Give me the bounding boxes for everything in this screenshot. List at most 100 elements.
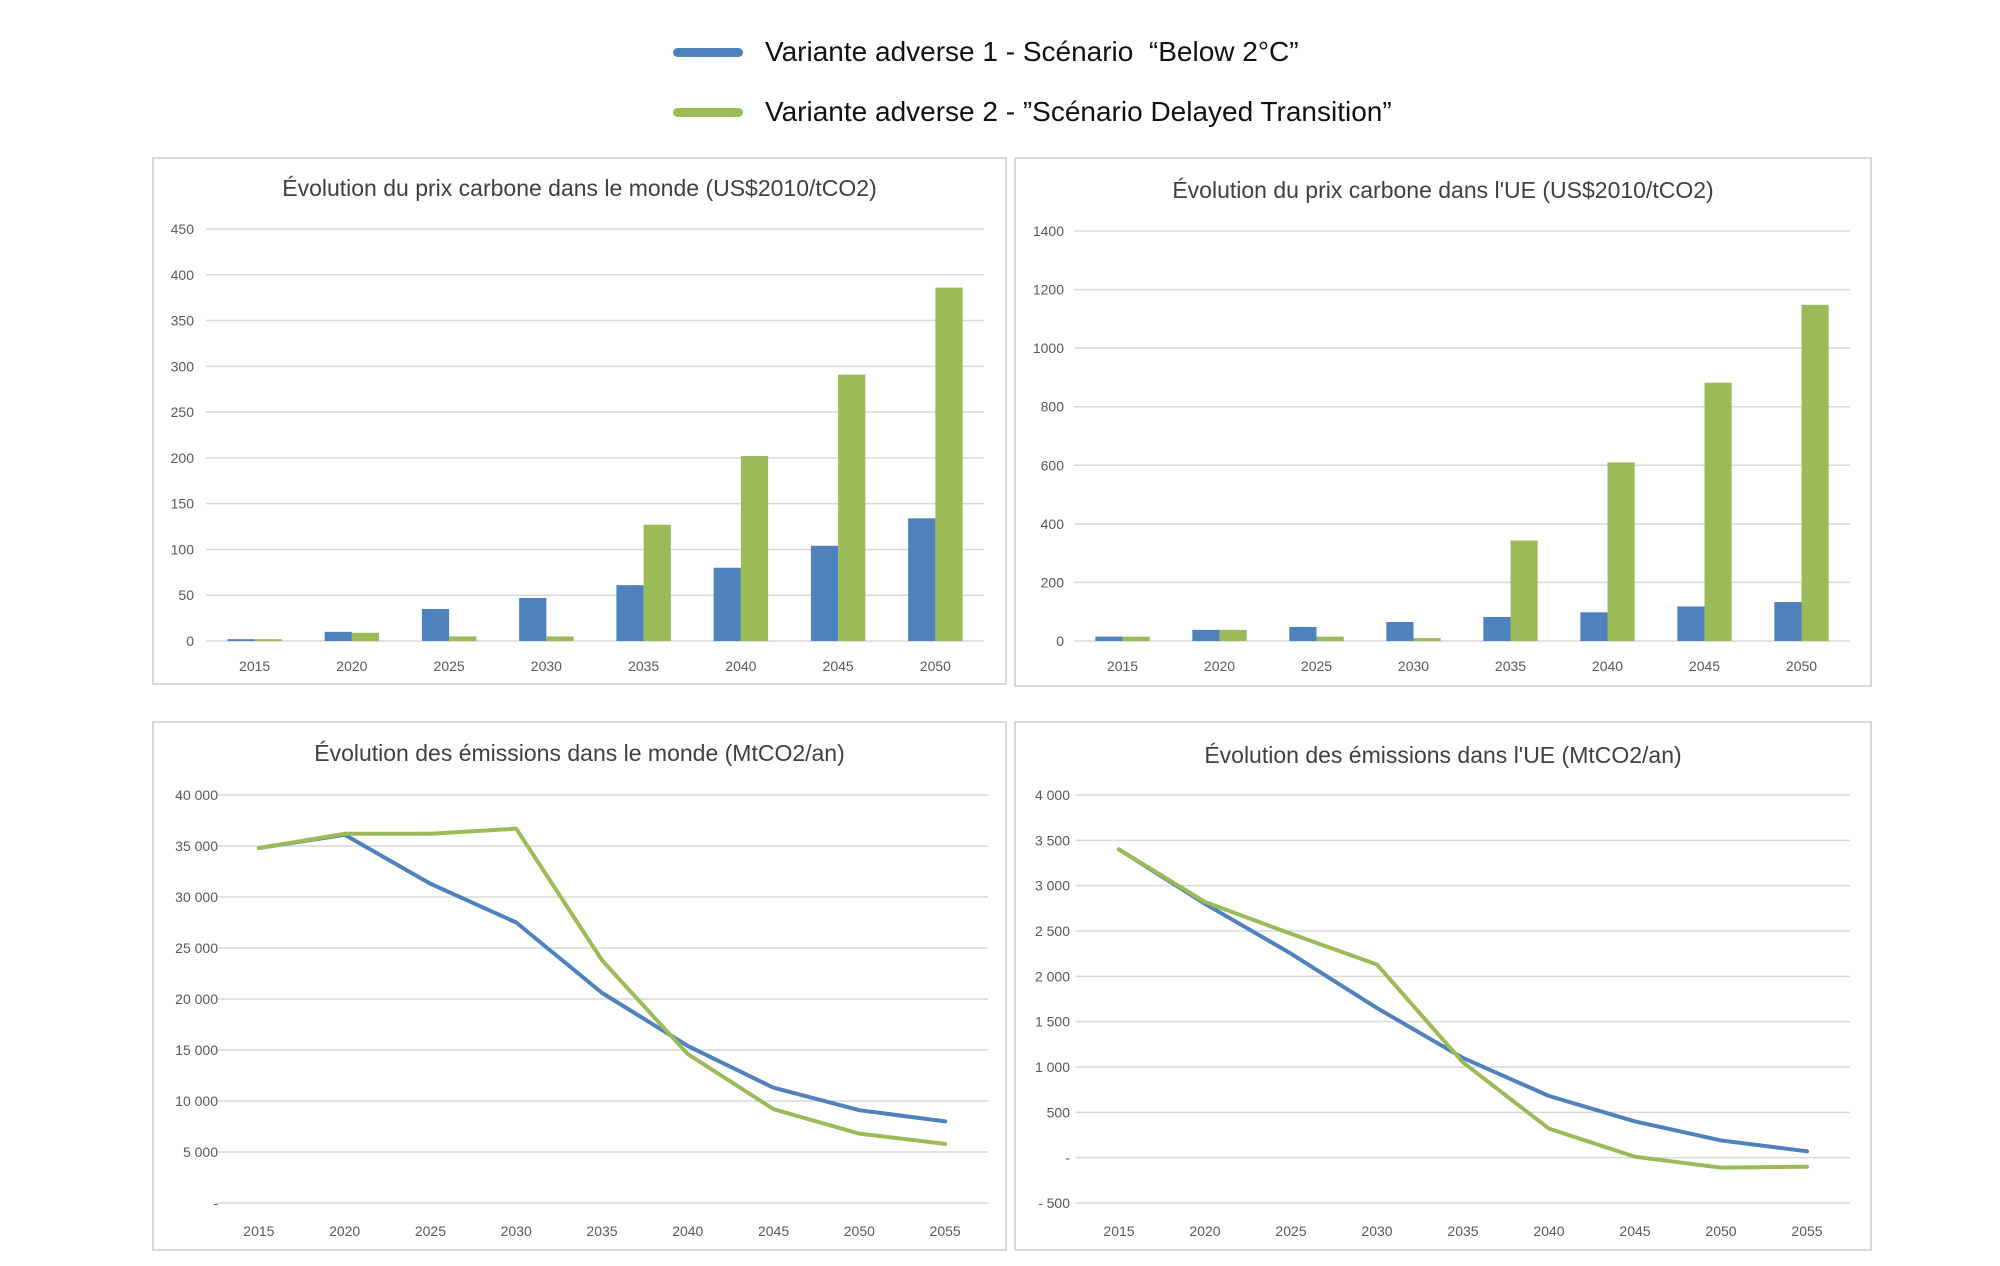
bar-series1	[1192, 629, 1220, 641]
x-tick-label: 2040	[672, 1223, 703, 1239]
y-tick-label: -	[1065, 1150, 1070, 1166]
bar-series1	[908, 518, 936, 641]
chart-panel-eu-emissions: Évolution des émissions dans l'UE (MtCO2…	[1014, 721, 1872, 1251]
x-tick-label: 2040	[1533, 1223, 1564, 1239]
x-tick-label: 2020	[329, 1223, 360, 1239]
bar-series1	[616, 585, 644, 641]
bar-series2	[935, 287, 963, 641]
y-tick-label: 350	[171, 313, 195, 329]
x-tick-label: 2015	[239, 658, 270, 674]
bar-series1	[810, 545, 839, 641]
chart-panel-eu-price: Évolution du prix carbone dans l'UE (US$…	[1014, 157, 1872, 687]
legend-label-series1: Variante adverse 1 - Scénario “Below 2°C…	[765, 36, 1299, 67]
x-tick-label: 2015	[1107, 658, 1138, 674]
legend-swatch-series2	[673, 107, 743, 117]
x-tick-label: 2045	[823, 658, 854, 674]
bar-series2	[449, 636, 477, 641]
bar-series1	[1386, 621, 1414, 641]
bar-series2	[1801, 304, 1829, 641]
y-tick-label: 4 000	[1035, 787, 1070, 803]
y-tick-label: 1000	[1033, 340, 1064, 356]
x-tick-label: 2025	[1275, 1223, 1306, 1239]
legend-item-series2: Variante adverse 2 - ”Scénario Delayed T…	[673, 96, 1392, 128]
y-tick-label: 20 000	[175, 991, 218, 1007]
bar-series1	[1580, 612, 1608, 641]
x-tick-label: 2050	[1705, 1223, 1736, 1239]
x-tick-label: 2040	[725, 658, 756, 674]
y-tick-label: 50	[178, 587, 194, 603]
x-tick-label: 2020	[1189, 1223, 1220, 1239]
y-tick-label: 30 000	[175, 889, 218, 905]
y-tick-label: 35 000	[175, 838, 218, 854]
chart-eu-price: 0 200 400 600 800 1000 1200 1400 2015 2020 2025 203…	[1033, 223, 1850, 674]
x-tick-label: 2050	[1786, 658, 1817, 674]
y-tick-label: 200	[1041, 574, 1065, 590]
y-tick-label: 500	[1047, 1104, 1071, 1120]
chart-title: Évolution des émissions dans le monde (M…	[314, 740, 845, 766]
x-tick-label: 2040	[1592, 658, 1623, 674]
chart-panel-world-price: Évolution du prix carbone dans le monde …	[152, 157, 1007, 685]
legend-label-series2: Variante adverse 2 - ”Scénario Delayed T…	[765, 96, 1392, 127]
chart-panel-world-emissions: Évolution des émissions dans le monde (M…	[152, 721, 1007, 1251]
chart-title: Évolution du prix carbone dans le monde …	[282, 175, 877, 201]
bar-series1	[1095, 636, 1123, 641]
y-tick-label: - 500	[1038, 1195, 1070, 1211]
legend-swatch-series1	[673, 47, 743, 57]
bar-series1	[421, 608, 450, 641]
bar-series2	[254, 639, 282, 641]
y-tick-label: 100	[171, 541, 195, 557]
x-tick-label: 2020	[1204, 658, 1235, 674]
line-series1	[1117, 847, 1809, 1154]
chart-title: Évolution des émissions dans l'UE (MtCO2…	[1204, 742, 1682, 768]
x-tick-label: 2020	[336, 658, 367, 674]
x-tick-label: 2025	[1301, 658, 1332, 674]
y-tick-label: 200	[171, 450, 195, 466]
legend-item-series1: Variante adverse 1 - Scénario “Below 2°C…	[673, 36, 1299, 68]
bar-series2	[1122, 636, 1150, 641]
x-tick-label: 2050	[920, 658, 951, 674]
y-tick-label: -	[213, 1195, 218, 1211]
y-tick-label: 450	[171, 221, 195, 237]
y-tick-label: 5 000	[183, 1144, 218, 1160]
bar-series2	[643, 524, 671, 641]
x-tick-label: 2015	[1103, 1223, 1134, 1239]
x-tick-label: 2030	[1361, 1223, 1392, 1239]
y-tick-label: 2 000	[1035, 968, 1070, 984]
y-tick-label: 800	[1041, 399, 1065, 415]
x-tick-label: 2015	[243, 1223, 274, 1239]
y-tick-label: 3 500	[1035, 832, 1070, 848]
x-tick-label: 2035	[628, 658, 659, 674]
x-tick-label: 2055	[1791, 1223, 1822, 1239]
x-tick-label: 2030	[531, 658, 562, 674]
chart-eu-emissions: - 500 - 500 1 000 1 500 2 000 2 500 3 000 3 500 4…	[1035, 787, 1850, 1239]
bar-series2	[1704, 382, 1732, 641]
x-tick-label: 2035	[1447, 1223, 1478, 1239]
y-tick-label: 400	[1041, 516, 1065, 532]
y-tick-label: 250	[171, 404, 195, 420]
y-tick-label: 1 000	[1035, 1059, 1070, 1075]
x-tick-label: 2045	[1619, 1223, 1650, 1239]
bar-series2	[1219, 629, 1247, 641]
bar-series2	[1316, 636, 1344, 641]
bar-series2	[1413, 638, 1441, 641]
x-tick-label: 2025	[434, 658, 465, 674]
x-tick-label: 2030	[501, 1223, 532, 1239]
bar-series1	[1677, 606, 1705, 641]
x-tick-label: 2045	[1689, 658, 1720, 674]
bar-series1	[519, 597, 547, 641]
x-tick-label: 2030	[1398, 658, 1429, 674]
x-tick-label: 2035	[586, 1223, 617, 1239]
y-tick-label: 400	[171, 267, 195, 283]
y-tick-label: 0	[186, 633, 194, 649]
x-tick-label: 2035	[1495, 658, 1526, 674]
x-tick-label: 2050	[844, 1223, 875, 1239]
y-tick-label: 3 000	[1035, 878, 1070, 894]
chart-world-price: 0 50 100 150 200 250 300 350 400 450 2015 2020 2025 2…	[171, 221, 984, 674]
y-tick-label: 1200	[1033, 282, 1064, 298]
y-tick-label: 2 500	[1035, 923, 1070, 939]
chart-world-emissions: - 5 000 10 000 15 000 20 000 25 000 30 000 35 0…	[175, 787, 988, 1239]
bar-series1	[1483, 616, 1511, 641]
bar-series2	[546, 636, 574, 641]
y-tick-label: 600	[1041, 457, 1065, 473]
y-tick-label: 150	[171, 496, 195, 512]
